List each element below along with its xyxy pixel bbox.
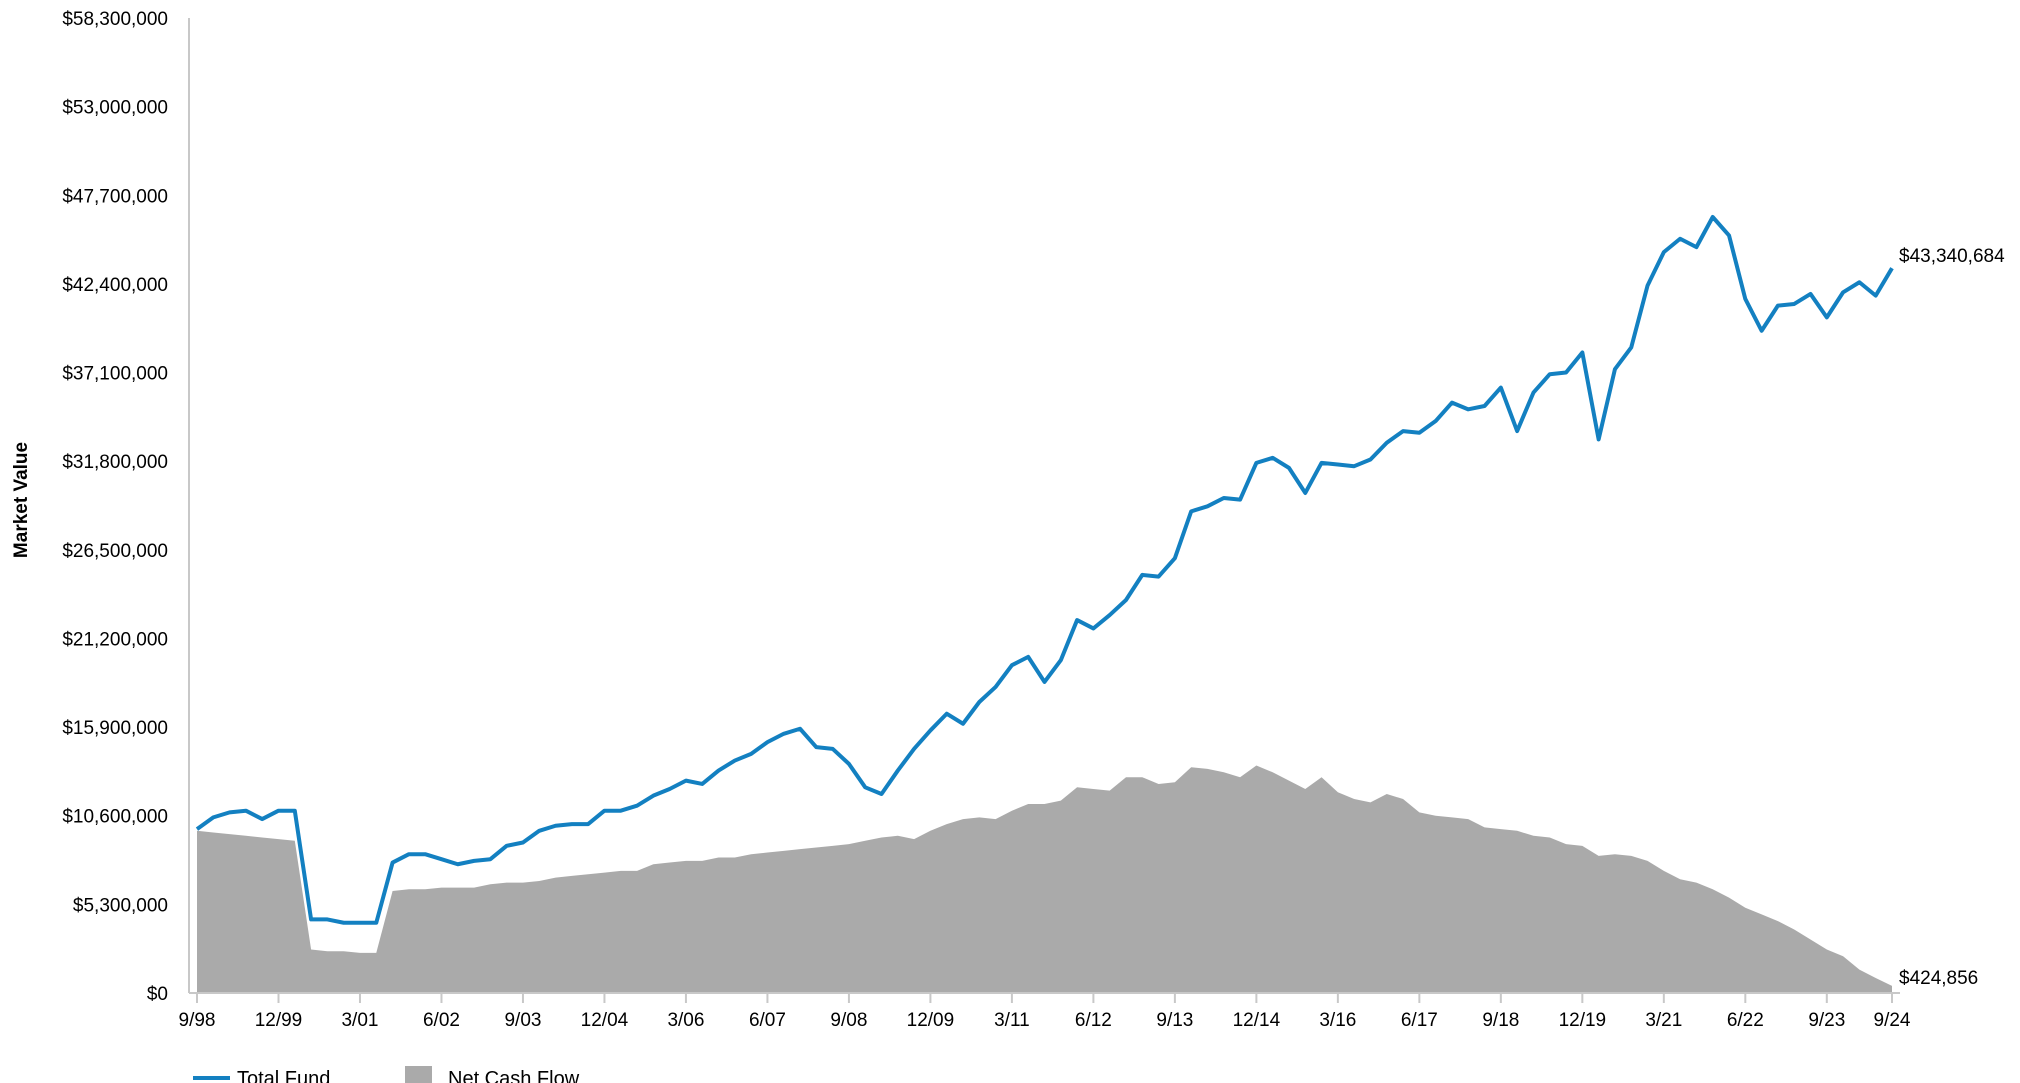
x-tick-label: 6/17 <box>1401 1010 1438 1031</box>
y-tick-label: $0 <box>147 984 168 1005</box>
net-cash-flow-end-label: $424,856 <box>1899 968 1978 989</box>
x-tick-label: 9/08 <box>830 1010 867 1031</box>
y-tick-label: $47,700,000 <box>62 186 168 207</box>
y-tick-label: $10,600,000 <box>62 807 168 828</box>
plot-area <box>195 215 1894 993</box>
total-fund-line <box>195 215 1894 925</box>
legend-label-net-cash-flow: Net Cash Flow <box>448 1068 580 1083</box>
x-tick-label: 3/21 <box>1645 1010 1682 1031</box>
y-tick-label: $26,500,000 <box>62 541 168 562</box>
x-tick-label: 12/04 <box>581 1010 629 1031</box>
x-tick-label: 3/06 <box>667 1010 704 1031</box>
x-tick-label: 9/13 <box>1156 1010 1193 1031</box>
legend: Total Fund Net Cash Flow <box>193 1066 580 1083</box>
y-tick-label: $37,100,000 <box>62 364 168 385</box>
y-tick-label: $15,900,000 <box>62 718 168 739</box>
x-tick-label: 6/02 <box>423 1010 460 1031</box>
x-tick-label: 9/98 <box>179 1010 216 1031</box>
total-fund-end-label: $43,340,684 <box>1899 246 2005 267</box>
y-axis-title: Market Value <box>11 442 32 558</box>
x-tick-label: 3/11 <box>994 1010 1030 1031</box>
x-tick-label: 9/23 <box>1808 1010 1845 1031</box>
x-tick-label: 12/19 <box>1559 1010 1607 1031</box>
y-tick-label: $31,800,000 <box>62 452 168 473</box>
end-labels: $43,340,684 $424,856 <box>1899 246 2005 989</box>
y-tick-label: $5,300,000 <box>73 895 168 916</box>
x-tick-label: 12/99 <box>255 1010 303 1031</box>
legend-item-net-cash-flow: Net Cash Flow <box>405 1066 580 1083</box>
x-tick-label: 9/03 <box>504 1010 541 1031</box>
x-tick-label: 9/24 <box>1874 1010 1911 1031</box>
x-tick-label: 12/14 <box>1233 1010 1281 1031</box>
y-tick-label: $58,300,000 <box>62 9 168 30</box>
y-tick-label: $21,200,000 <box>62 629 168 650</box>
x-tick-label: 12/09 <box>907 1010 955 1031</box>
y-tick-label: $53,000,000 <box>62 98 168 119</box>
x-tick-label: 6/07 <box>749 1010 786 1031</box>
y-axis: $0 $5,300,000 $10,600,000 $15,900,000 $21,20… <box>62 9 190 1005</box>
x-tick-label: 3/01 <box>341 1010 378 1031</box>
x-axis: 9/98 12/99 3/01 6/02 9/03 12/04 3/06 6/07 9/08 12… <box>179 992 1911 1031</box>
net-cash-flow-area <box>197 765 1892 993</box>
x-tick-label: 9/18 <box>1482 1010 1519 1031</box>
x-tick-label: 6/12 <box>1075 1010 1112 1031</box>
legend-area-swatch <box>405 1066 432 1083</box>
x-tick-label: 3/16 <box>1319 1010 1356 1031</box>
legend-label-total-fund: Total Fund <box>237 1068 330 1083</box>
legend-item-total-fund: Total Fund <box>193 1068 330 1083</box>
x-tick-label: 6/22 <box>1727 1010 1764 1031</box>
y-tick-label: $42,400,000 <box>62 275 168 296</box>
